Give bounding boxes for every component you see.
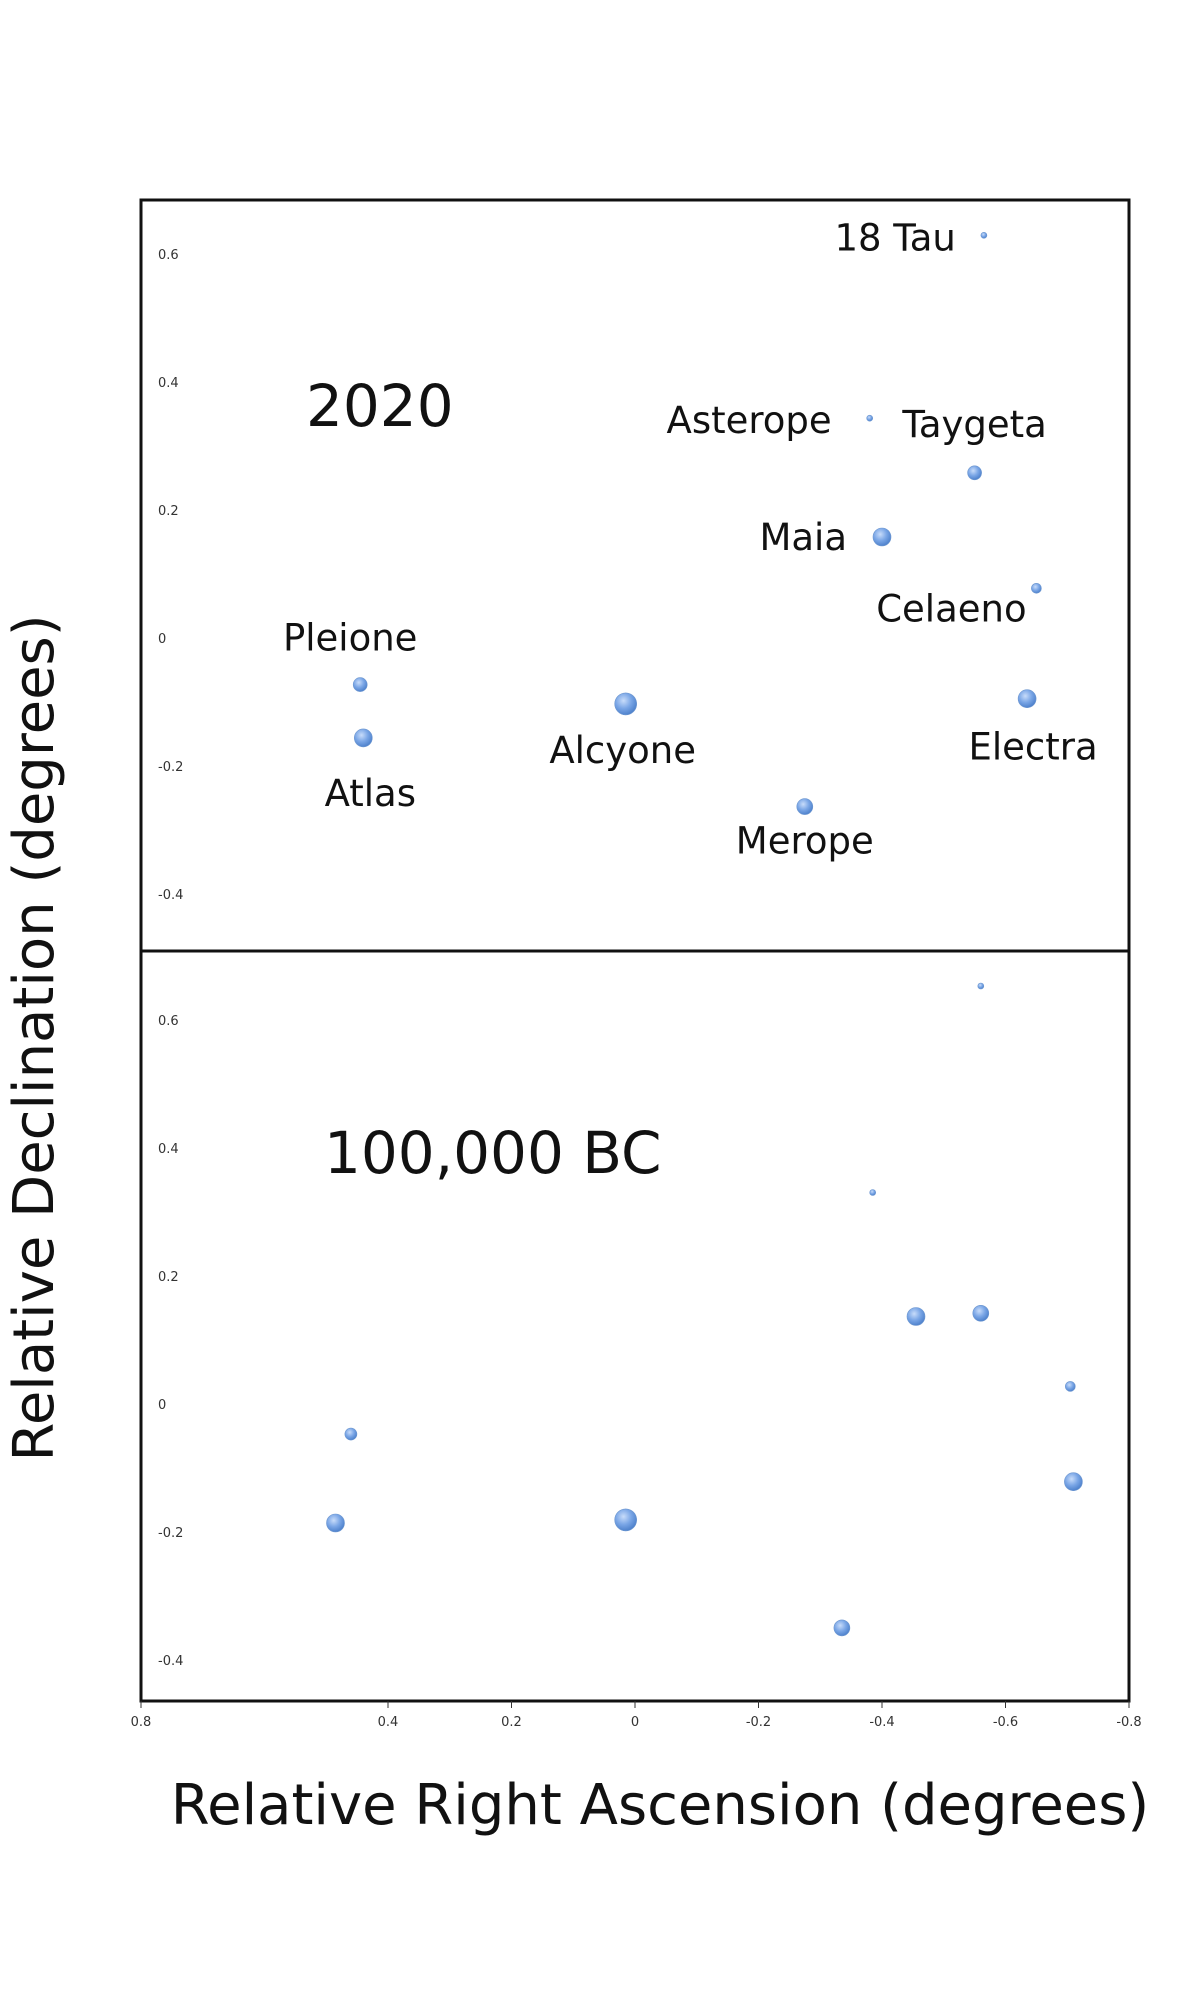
- star-label: Merope: [736, 820, 874, 863]
- x-axis-title: Relative Right Ascension (degrees): [171, 1773, 1150, 1838]
- x-tick-label: -0.2: [746, 1715, 771, 1730]
- star-point: [352, 677, 368, 692]
- star-label: Maia: [759, 516, 847, 559]
- star-point: [796, 798, 814, 815]
- y-tick-label: -0.2: [158, 760, 183, 775]
- star-point: [344, 1427, 358, 1441]
- star-point: [1065, 1381, 1076, 1392]
- star-point: [967, 465, 982, 481]
- panel-title-2020: 2020: [306, 372, 454, 440]
- star-point: [353, 728, 373, 748]
- y-tick-label: 0.4: [158, 1142, 179, 1157]
- panel-2020-frame: [139, 198, 1131, 953]
- y-tick-label: -0.4: [158, 1654, 183, 1669]
- star-point: [326, 1513, 345, 1533]
- star-label: Asterope: [667, 399, 832, 442]
- star-points: [326, 232, 1083, 1637]
- y-tick-label: 0.6: [158, 248, 179, 263]
- star-label: Electra: [969, 726, 1098, 769]
- star-point: [872, 527, 892, 547]
- y-tick-label: 0: [158, 1398, 166, 1413]
- y-tick-label: 0.2: [158, 1270, 179, 1285]
- star-point: [1017, 689, 1037, 709]
- x-tick-label: 0.8: [131, 1715, 152, 1730]
- star-point: [977, 982, 985, 990]
- star-point: [906, 1307, 926, 1326]
- y-tick-label: 0.4: [158, 376, 179, 391]
- star-label: Celaeno: [876, 587, 1026, 630]
- star-label: Alcyone: [549, 729, 696, 772]
- star-label: 18 Tau: [834, 216, 955, 259]
- star-point: [869, 1189, 877, 1196]
- x-tick-label: -0.6: [993, 1715, 1018, 1730]
- y-tick-label: 0.2: [158, 504, 179, 519]
- y-tick-label: -0.2: [158, 1526, 183, 1541]
- y-tick-label: 0.6: [158, 1014, 179, 1029]
- x-tick-label: 0.2: [501, 1715, 522, 1730]
- star-point: [833, 1619, 851, 1637]
- star-labels: 18 Tau Asterope Taygeta Maia Celaeno Pleione A…: [283, 216, 1098, 862]
- y-tick-label: -0.4: [158, 888, 183, 903]
- star-label: Atlas: [325, 772, 416, 815]
- star-point: [980, 232, 988, 239]
- star-point: [972, 1305, 990, 1322]
- x-tick-label: 0.4: [378, 1715, 399, 1730]
- star-point: [1031, 582, 1042, 594]
- y-tick-label: 0: [158, 632, 166, 647]
- x-tick-label: -0.4: [869, 1715, 894, 1730]
- x-tick-label: 0: [631, 1715, 639, 1730]
- panel-100000bc-frame: [139, 949, 1131, 1703]
- star-label: Taygeta: [901, 403, 1046, 446]
- x-tick-label: -0.8: [1116, 1715, 1141, 1730]
- star-label: Pleione: [283, 617, 418, 660]
- tick-labels: 0.6 0.4 0.2 0 -0.2 -0.4 0.6 0.4 0.2 0 -0.2 -0.4 0.8 0…: [131, 248, 1142, 1730]
- panel-title-100000bc: 100,000 BC: [324, 1119, 662, 1187]
- star-point: [866, 414, 874, 422]
- star-point: [614, 1508, 638, 1532]
- star-point: [614, 692, 638, 716]
- y-axis-title: Relative Declination (degrees): [2, 614, 67, 1461]
- star-point: [1064, 1472, 1083, 1491]
